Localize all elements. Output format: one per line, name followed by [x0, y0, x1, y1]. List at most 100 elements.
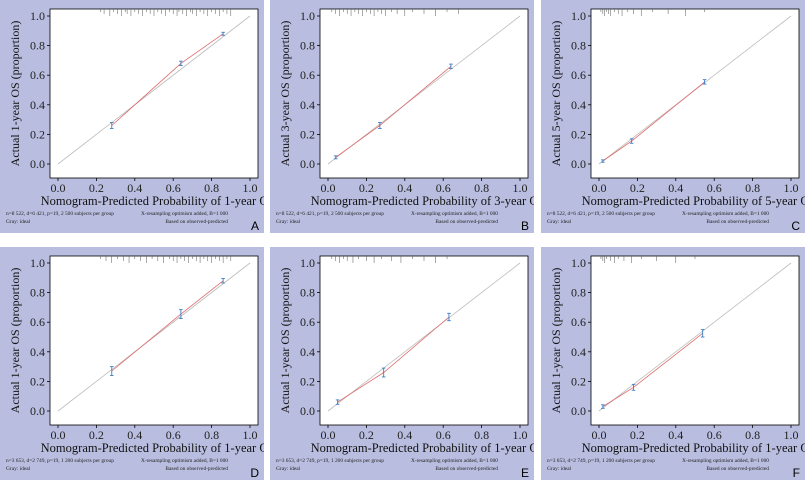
x-tick-label: 0.8	[204, 428, 219, 442]
x-tick-label: 0.6	[436, 181, 451, 195]
x-tick-label: 0.6	[166, 428, 181, 442]
x-tick-label: 0.0	[592, 181, 607, 195]
calibration-point	[179, 60, 183, 67]
calibration-panel-e: 0.0 0.2 0.4 0.6 0.8 1.0 0.0 0.2 0.4 0.6 0.8 1.0 Nomo…	[270, 247, 534, 480]
ideal-line	[598, 262, 792, 412]
plot-area	[590, 255, 800, 426]
plot-area	[319, 255, 529, 426]
calibration-panel-b: 0.0 0.2 0.4 0.6 0.8 1.0 0.0 0.2 0.4 0.6 0.8 1.0 Nomo…	[270, 0, 534, 233]
y-tick-label: 0.0	[300, 404, 315, 418]
footnote: Gray: ideal	[276, 466, 301, 472]
x-tick-label: 0.2	[630, 181, 645, 195]
ideal-line	[327, 262, 521, 412]
y-tick-label: 0.6	[300, 68, 315, 82]
y-tick-label: 0.8	[30, 39, 45, 53]
x-axis-label: Nomogram-Predicted Probability of 3-year…	[311, 194, 534, 208]
footnote: X-resampling optimism added, B=1 000	[411, 458, 498, 464]
calibration-plot: 0.00.20.40.60.81.00.0 0.2 0.4 0.6 0.8 1.0Nomo…	[547, 255, 805, 480]
footnote: Gray: ideal	[6, 219, 31, 225]
y-tick-label: 0.6	[300, 315, 315, 329]
panel-label: C	[791, 219, 800, 233]
x-tick-label: 0.4	[397, 181, 412, 195]
calibration-plot: 0.00.20.40.60.81.00.0 0.2 0.4 0.6 0.8 1.0Nomo…	[276, 255, 534, 480]
x-tick-label: 0.8	[204, 181, 219, 195]
x-tick-label: 0.0	[51, 428, 66, 442]
y-tick-label: 0.0	[30, 404, 45, 418]
calibration-point	[381, 367, 386, 378]
panel-label: A	[251, 219, 259, 233]
x-tick-label: 0.0	[592, 428, 607, 442]
calibration-panel-f: 0.0 0.2 0.4 0.6 0.8 1.0 0.0 0.2 0.4 0.6 0.8 1.0 Nomo…	[541, 247, 805, 480]
footnote: n=8 522, d=6 421, p=19, 2 500 subjects p…	[276, 211, 384, 217]
y-tick-label: 1.0	[571, 9, 586, 23]
calibration-point	[109, 366, 114, 376]
calibration-point	[378, 122, 382, 129]
footnote: Based on observed-predicted	[435, 466, 498, 472]
footnote: n=8 522, d=6 421, p=19, 2 500 subjects p…	[547, 211, 655, 217]
x-tick-label: 0.8	[745, 428, 760, 442]
footnote: X-resampling optimism added, B=1 000	[141, 211, 228, 217]
y-tick-label: 0.8	[30, 286, 45, 300]
calibration-point	[601, 159, 605, 163]
footnote: Based on observed-predicted	[435, 219, 498, 225]
footnote: Gray: ideal	[6, 466, 31, 472]
calibration-point	[179, 309, 183, 319]
x-axis-label: Nomogram-Predicted Probability of 1-year…	[41, 194, 264, 208]
calibration-point	[221, 31, 225, 36]
x-tick-label: 1.0	[243, 428, 258, 442]
y-tick-label: 0.8	[300, 39, 315, 53]
y-tick-label: 0.2	[300, 127, 315, 141]
y-tick-label: 1.0	[571, 256, 586, 270]
x-tick-label: 1.0	[513, 428, 528, 442]
calibration-point	[631, 383, 636, 391]
x-tick-label: 1.0	[513, 181, 528, 195]
footnote: n=3 653, d=2 749, p=19, 1 200 subjects p…	[6, 458, 114, 464]
x-axis-label: Nomogram-Predicted Probability of 1-year…	[311, 441, 534, 455]
footnote: Based on observed-predicted	[706, 466, 769, 472]
y-tick-label: 0.4	[571, 98, 586, 112]
calibration-panel-d: 0.0 0.2 0.4 0.6 0.8 1.0 0.0 0.2 0.4 0.6 0.8 1.0 Nomo…	[0, 247, 264, 480]
calibration-point	[700, 329, 705, 338]
x-tick-label: 0.2	[359, 181, 374, 195]
calibration-point	[449, 63, 453, 69]
footnote: X-resampling optimism added, B=1 000	[141, 458, 228, 464]
x-tick-label: 0.6	[707, 428, 722, 442]
x-tick-label: 0.4	[127, 181, 142, 195]
calibration-point	[447, 312, 451, 322]
footnote: n=3 653, d=2 749, p=19, 1 200 subjects p…	[547, 458, 655, 464]
y-tick-label: 0.2	[30, 127, 45, 141]
footnote: n=8 522, d=6 421, p=19, 2 500 subjects p…	[6, 211, 114, 217]
y-tick-label: 1.0	[300, 9, 315, 23]
x-tick-label: 0.8	[474, 428, 489, 442]
ideal-line	[57, 15, 251, 165]
x-axis-label: Nomogram-Predicted Probability of 1-year…	[582, 441, 805, 455]
x-tick-label: 0.4	[668, 181, 683, 195]
y-tick-label: 0.4	[300, 98, 315, 112]
y-tick-label: 1.0	[30, 9, 45, 23]
calibration-point	[702, 79, 707, 85]
footnote: X-resampling optimism added, B=1 000	[411, 211, 498, 217]
calibration-plot: 0.00.20.40.60.81.00.0 0.2 0.4 0.6 0.8 1.0Nomo…	[6, 255, 264, 480]
plot-area	[49, 8, 259, 179]
footnote: Based on observed-predicted	[165, 219, 228, 225]
x-tick-label: 0.2	[359, 428, 374, 442]
footnote: X-resampling optimism added, B=1 000	[682, 458, 769, 464]
footnote: Gray: ideal	[276, 219, 301, 225]
y-axis-label: Actual 5-year OS (proportion)	[549, 21, 563, 167]
calibration-panel-a: 0.0 0.2 0.4 0.6 0.8 1.0 0.0 0.2 0.4 0.6 0.8 1.0 Nomo…	[0, 0, 264, 233]
y-tick-label: 0.6	[571, 315, 586, 329]
y-axis-label: Actual 1-year OS (proportion)	[8, 268, 22, 414]
y-axis-label: Actual 1-year OS (proportion)	[8, 21, 22, 167]
x-tick-label: 1.0	[243, 181, 258, 195]
panel-label: D	[250, 466, 259, 480]
footnote: Gray: ideal	[547, 466, 572, 472]
x-tick-label: 1.0	[784, 428, 799, 442]
y-axis-label: Actual 1-year OS (proportion)	[549, 268, 563, 414]
y-tick-label: 0.0	[300, 157, 315, 171]
x-tick-label: 0.2	[89, 181, 104, 195]
y-tick-label: 0.4	[571, 345, 586, 359]
footnote: X-resampling optimism added, B=1 000	[682, 211, 769, 217]
footnote: Based on observed-predicted	[165, 466, 228, 472]
y-tick-label: 0.4	[30, 98, 45, 112]
calibration-point	[333, 155, 338, 160]
